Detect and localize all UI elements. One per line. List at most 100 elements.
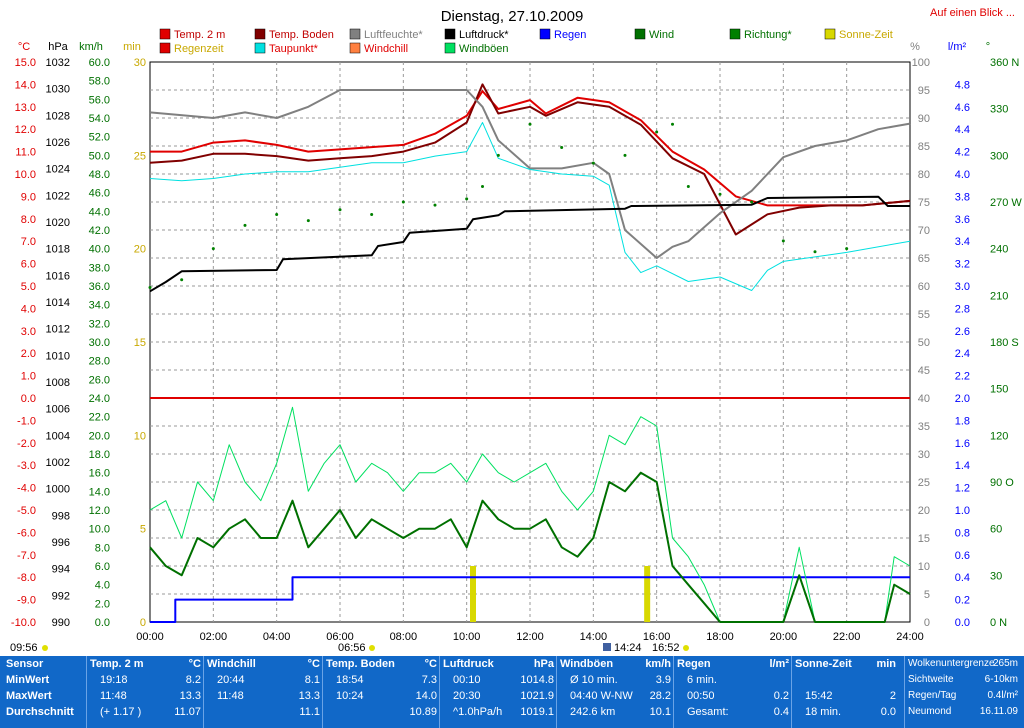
tick-wind: 12.0 bbox=[89, 505, 110, 517]
series-regen bbox=[150, 576, 910, 623]
stats-cell: 15:42 2 bbox=[795, 688, 900, 704]
tick-temp: 3.0 bbox=[21, 326, 36, 338]
tick-temp: 0.0 bbox=[21, 393, 36, 405]
stats-cell: 19:18 8.2 bbox=[90, 672, 205, 688]
tick-time: 10:00 bbox=[453, 631, 481, 643]
sun-icon bbox=[42, 645, 48, 651]
tick-temp: 11.0 bbox=[15, 147, 36, 159]
tick-humidity: 85 bbox=[918, 141, 930, 153]
stats-header-unit: km/h bbox=[645, 658, 671, 670]
tick-minutes: 5 bbox=[140, 524, 146, 536]
tick-humidity: 20 bbox=[918, 505, 930, 517]
tick-time: 24:00 bbox=[896, 631, 924, 643]
legend-label: Luftfeuchte* bbox=[364, 29, 423, 41]
stats-header-label: Windböen bbox=[560, 658, 614, 670]
stats-row-label: Durchschnitt bbox=[6, 704, 86, 720]
tick-rain: 4.4 bbox=[955, 124, 970, 136]
overview-link: Auf einen Blick ... bbox=[930, 7, 1015, 19]
direction-point bbox=[750, 200, 754, 204]
stats-header-label: Luftdruck bbox=[443, 658, 494, 670]
tick-humidity: 35 bbox=[918, 421, 930, 433]
tick-rain: 2.4 bbox=[955, 348, 970, 360]
series-temp-boden bbox=[149, 83, 911, 236]
series-temp-2-m bbox=[150, 90, 911, 207]
tick-humidity: 50 bbox=[918, 337, 930, 349]
tick-humidity: 60 bbox=[918, 281, 930, 293]
stats-cell: 04:40 W-NW 28.2 bbox=[560, 688, 675, 704]
tick-temp: 12.0 bbox=[15, 124, 36, 136]
stats-column: Windböen km/h Ø 10 min. 3.9 04:40 W-NW 28.2 24… bbox=[560, 656, 675, 728]
stats-cell: 6 min. bbox=[677, 672, 793, 688]
direction-point bbox=[481, 184, 484, 188]
legend-swatch bbox=[159, 28, 171, 40]
legend-swatch bbox=[254, 42, 266, 54]
tick-direction: 240 bbox=[990, 244, 1008, 256]
series-taupunkt bbox=[149, 122, 911, 291]
stats-cell-label: 00:50 bbox=[687, 690, 715, 702]
axis-unit-humidity: % bbox=[910, 41, 920, 53]
stats-extra: Wolkenuntergrenze 265m Sichtweite 6-10km Reg… bbox=[908, 656, 1022, 728]
stats-header-label: Temp. Boden bbox=[326, 658, 395, 670]
tick-minutes: 25 bbox=[134, 150, 146, 162]
tick-pressure: 992 bbox=[52, 590, 70, 602]
chart-title: Dienstag, 27.10.2009 bbox=[441, 8, 584, 25]
direction-point bbox=[623, 153, 627, 157]
stats-cell: (+ 1.17 ) 11.07 bbox=[90, 704, 205, 720]
stats-cell: 00:50 0.2 bbox=[677, 688, 793, 704]
stats-extra-row: Regen/Tag 0.4l/m² bbox=[908, 688, 1022, 704]
tick-temp: 7.0 bbox=[21, 236, 36, 248]
tick-pressure: 1002 bbox=[46, 457, 70, 469]
tick-rain: 1.8 bbox=[955, 415, 970, 427]
tick-time: 12:00 bbox=[516, 631, 544, 643]
tick-wind: 18.0 bbox=[89, 449, 110, 461]
tick-wind: 50.0 bbox=[89, 150, 110, 162]
tick-rain: 0.4 bbox=[955, 572, 970, 584]
legend-label: Temp. 2 m bbox=[174, 29, 225, 41]
tick-wind: 2.0 bbox=[95, 598, 110, 610]
row-label: MaxWert bbox=[6, 690, 52, 702]
series-luftdruck bbox=[149, 195, 910, 293]
tick-direction: 60 bbox=[990, 524, 1002, 536]
tick-pressure: 1026 bbox=[46, 137, 70, 149]
tick-rain: 3.8 bbox=[955, 191, 970, 203]
tick-wind: 0.0 bbox=[95, 617, 110, 629]
tick-direction: 30 bbox=[990, 570, 1002, 582]
sun-bar bbox=[644, 566, 651, 622]
tick-temp: 13.0 bbox=[15, 102, 36, 114]
stats-separator bbox=[556, 656, 557, 728]
tick-wind: 58.0 bbox=[89, 76, 110, 88]
tick-rain: 3.2 bbox=[955, 259, 970, 271]
extra-value: 265m bbox=[992, 658, 1018, 669]
stats-cell-value: 14.0 bbox=[415, 690, 437, 702]
direction-point bbox=[591, 161, 595, 165]
tick-wind: 60.0 bbox=[89, 57, 110, 69]
tick-rain: 3.4 bbox=[955, 236, 970, 248]
tick-rain: 2.6 bbox=[955, 326, 970, 338]
tick-pressure: 1000 bbox=[46, 484, 70, 496]
tick-humidity: 5 bbox=[924, 589, 930, 601]
legend-label: Wind bbox=[649, 29, 674, 41]
tick-wind: 36.0 bbox=[89, 281, 110, 293]
tick-rain: 4.2 bbox=[955, 147, 970, 159]
extra-value: 0.4l/m² bbox=[987, 690, 1018, 701]
tick-time: 04:00 bbox=[263, 631, 291, 643]
tick-pressure: 1020 bbox=[46, 217, 70, 229]
tick-wind: 22.0 bbox=[89, 412, 110, 424]
legend-label: Taupunkt* bbox=[269, 43, 319, 55]
stats-header: Windchill °C bbox=[207, 656, 324, 672]
tick-direction: 360 N bbox=[990, 57, 1019, 69]
stats-header-unit: min bbox=[876, 658, 896, 670]
stats-header: Temp. 2 m °C bbox=[90, 656, 205, 672]
tick-wind: 56.0 bbox=[89, 94, 110, 106]
tick-pressure: 1016 bbox=[46, 270, 70, 282]
tick-wind: 42.0 bbox=[89, 225, 110, 237]
tick-temp: 9.0 bbox=[21, 191, 36, 203]
extra-label: Sichtweite bbox=[908, 674, 954, 685]
extra-label: Regen/Tag bbox=[908, 690, 957, 701]
legend-label: Windchill bbox=[364, 43, 408, 55]
tick-humidity: 65 bbox=[918, 253, 930, 265]
axis-unit-pressure: hPa bbox=[48, 41, 68, 53]
stats-cell-value: 0.4 bbox=[773, 706, 789, 718]
tick-direction: 210 bbox=[990, 290, 1008, 302]
tick-time: 02:00 bbox=[200, 631, 228, 643]
